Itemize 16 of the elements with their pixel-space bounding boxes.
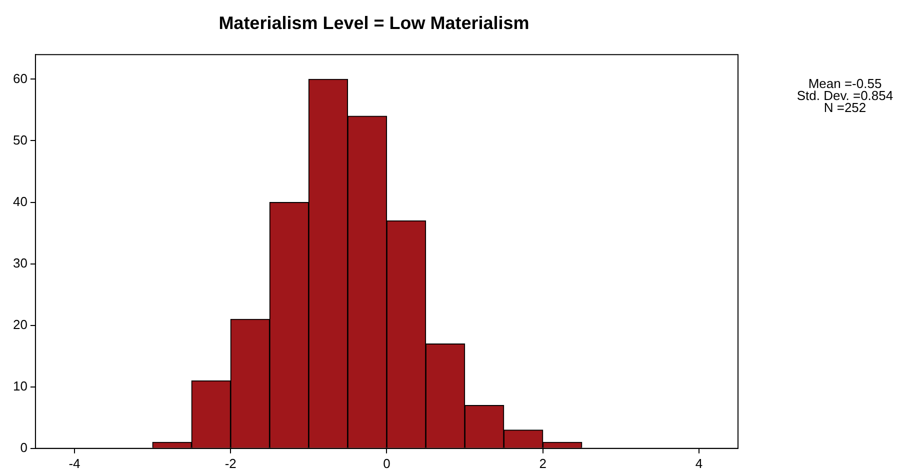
x-tick-label: -4 [68,456,80,471]
chart-title: Materialism Level = Low Materialism [218,12,530,33]
y-tick-label: 50 [12,132,28,148]
y-tick-label: 20 [12,316,28,332]
text: Std. Dev. =0.854 [796,88,894,103]
x-tick-label: 2 [539,456,546,471]
y-tick-label: 10 [12,378,28,394]
y-tick-label: 0 [20,440,28,455]
y-tick-label: 30 [12,255,28,270]
x-tick-label: 4 [695,456,703,471]
x-tick-label: 0 [383,456,390,471]
y-tick-label: 40 [12,194,28,209]
text: N =252 [824,100,866,115]
text: Mean =-0.55 [808,76,882,91]
y-tick-label: 60 [12,70,28,86]
x-tick-label: -2 [224,456,236,471]
